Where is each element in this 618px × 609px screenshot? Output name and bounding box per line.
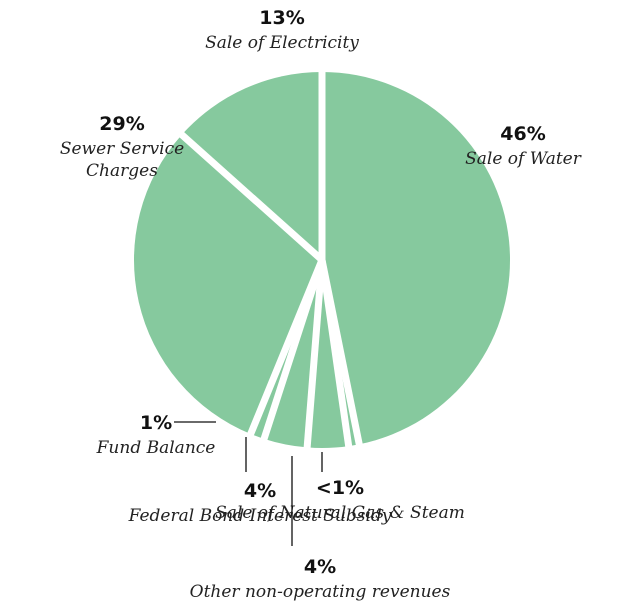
slice-separator-2 bbox=[318, 259, 353, 450]
slice-percent-sewer: 29% bbox=[99, 113, 144, 135]
slice-percent-fund: 1% bbox=[140, 412, 172, 434]
slice-percent-federal: 4% bbox=[244, 480, 276, 502]
slice-percent-electricity: 13% bbox=[259, 7, 304, 29]
pie-slice-water bbox=[322, 72, 511, 445]
pie-slice-sewer bbox=[133, 134, 322, 434]
slice-label-gas: Sale of Natural Gas & Steam bbox=[215, 503, 465, 523]
slice-separator-5 bbox=[246, 258, 326, 439]
pie-slice-other bbox=[307, 260, 349, 448]
slice-separator-3 bbox=[303, 259, 326, 451]
slice-label-electricity: Sale of Electricity bbox=[205, 33, 359, 53]
slice-percent-water: 46% bbox=[500, 123, 545, 145]
slice-label-sewer-line-0: Sewer Service bbox=[60, 139, 184, 159]
slice-label-federal: Federal Bond Interest Subsidy bbox=[128, 506, 392, 526]
slice-separator-6 bbox=[177, 130, 325, 263]
slice-percent-gas: <1% bbox=[316, 477, 364, 499]
slice-label-water: Sale of Water bbox=[465, 149, 582, 169]
slice-label-fund: Fund Balance bbox=[96, 438, 216, 458]
slice-percent-other: 4% bbox=[304, 556, 336, 578]
pie-slice-electricity bbox=[181, 72, 322, 260]
slice-label-sewer-line-1: Charges bbox=[86, 161, 158, 181]
slice-label-other: Other non-operating revenues bbox=[190, 582, 451, 602]
